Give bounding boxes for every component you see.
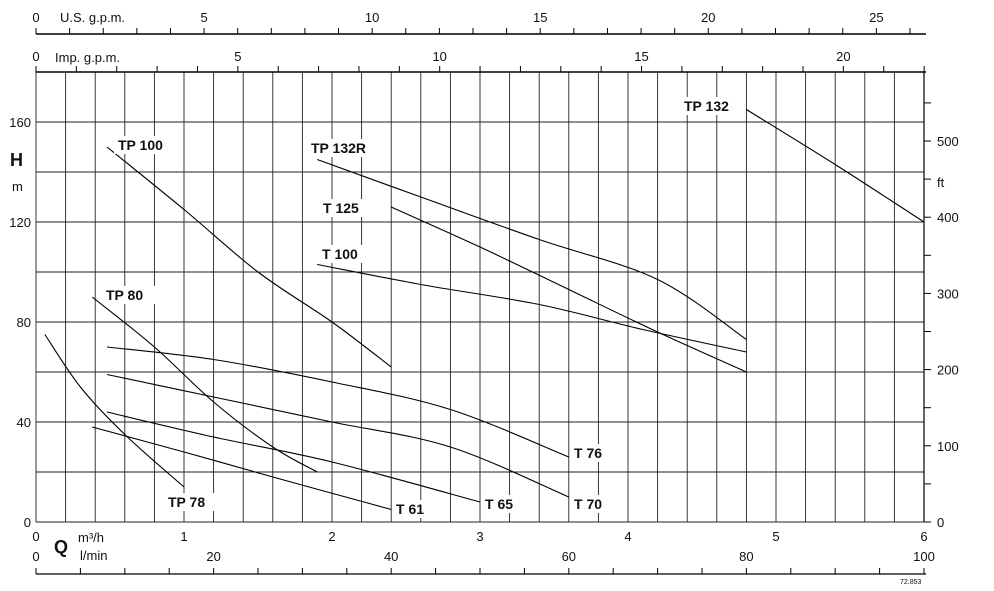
m3h-tick-label: 6 (920, 529, 927, 544)
curve-label-t-125: T 125 (323, 200, 359, 216)
curve-label-bg (164, 493, 217, 511)
y-axis-h-label: H (10, 150, 23, 170)
curve-label-t-65: T 65 (485, 496, 513, 512)
h-m-tick-label: 0 (24, 515, 31, 530)
curve-label-bg (392, 500, 436, 518)
y-axis-h-unit: m (12, 179, 23, 194)
curve-tp-100 (106, 146, 392, 368)
axes: 0 5 10 15 20 250 5 10 15 200 1 2 3 4 5 60 20 40 60 80 100040… (9, 10, 959, 575)
curve-tp-132 (746, 109, 925, 223)
us-gpm-tick-label: 20 (701, 10, 715, 25)
x-axis-lmin-label: l/min (80, 548, 107, 563)
curve-tp-78 (44, 334, 185, 488)
m3h-tick-label: 1 (180, 529, 187, 544)
m3h-tick-label: 2 (328, 529, 335, 544)
ft-tick-label: 300 (937, 286, 959, 301)
m3h-tick-label: 4 (624, 529, 631, 544)
m3h-tick-label: 3 (476, 529, 483, 544)
curve-label-bg (114, 136, 176, 154)
us-gpm-tick-label: 0 (32, 10, 39, 25)
lmin-tick-label: 20 (206, 549, 220, 564)
ft-tick-label: 0 (937, 515, 944, 530)
top-axis-us-label: U.S. g.p.m. (60, 10, 125, 25)
lmin-tick-label: 0 (32, 549, 39, 564)
y-axis-ft-label: ft (937, 175, 945, 190)
top-axis-imp-label: Imp. g.p.m. (55, 50, 120, 65)
curve-t-125 (390, 206, 747, 373)
imp-gpm-tick-label: 5 (234, 49, 241, 64)
curve-label-t-70: T 70 (574, 496, 602, 512)
curve-t-61 (92, 426, 392, 511)
ft-tick-label: 200 (937, 363, 959, 378)
lmin-tick-label: 60 (562, 549, 576, 564)
curves: TP 78 TP 80 TP 100 T 61 T 65 T 70 T 76 T 100 T 1… (44, 97, 925, 518)
h-m-tick-label: 120 (9, 215, 31, 230)
ft-tick-label: 500 (937, 134, 959, 149)
curve-t-70 (106, 373, 570, 498)
us-gpm-tick-label: 10 (365, 10, 379, 25)
curve-tp-80 (91, 296, 318, 473)
m3h-tick-label: 5 (772, 529, 779, 544)
curve-label-tp-132: TP 132 (684, 98, 729, 114)
us-gpm-tick-label: 25 (869, 10, 883, 25)
curve-label-bg (570, 444, 614, 462)
curve-label-t-61: T 61 (396, 501, 424, 517)
h-m-tick-label: 40 (17, 415, 31, 430)
curve-label-bg (318, 245, 371, 263)
us-gpm-tick-label: 5 (200, 10, 207, 25)
lmin-tick-label: 100 (913, 549, 935, 564)
curve-label-bg (102, 286, 155, 304)
figure-code: 72.853 (900, 579, 922, 586)
h-m-tick-label: 80 (17, 315, 31, 330)
curve-label-bg (307, 139, 378, 157)
lmin-tick-label: 80 (739, 549, 753, 564)
us-gpm-tick-label: 15 (533, 10, 547, 25)
imp-gpm-tick-label: 10 (432, 49, 446, 64)
h-m-tick-label: 160 (9, 115, 31, 130)
curve-label-bg (570, 495, 614, 513)
imp-gpm-tick-label: 20 (836, 49, 850, 64)
curve-label-bg (481, 495, 525, 513)
curve-label-t-76: T 76 (574, 445, 602, 461)
q-symbol: Q (54, 537, 68, 557)
ft-tick-label: 400 (937, 210, 959, 225)
curve-label-bg (319, 199, 372, 217)
curve-tp-132r (317, 158, 747, 340)
ft-tick-label: 100 (937, 439, 959, 454)
imp-gpm-tick-label: 15 (634, 49, 648, 64)
curve-label-tp-100: TP 100 (118, 137, 163, 153)
lmin-tick-label: 40 (384, 549, 398, 564)
curve-label-t-100: T 100 (322, 246, 358, 262)
curve-label-tp-132r: TP 132R (311, 140, 366, 156)
curve-label-bg (680, 97, 742, 115)
curve-t-65 (106, 411, 481, 503)
m3h-tick-label: 0 (32, 529, 39, 544)
imp-gpm-tick-label: 0 (32, 49, 39, 64)
curve-t-76 (106, 346, 570, 458)
curve-label-tp-78: TP 78 (168, 494, 205, 510)
curve-t-100 (317, 263, 747, 353)
curve-label-tp-80: TP 80 (106, 287, 143, 303)
x-axis-m3h-label: m³/h (78, 530, 104, 545)
